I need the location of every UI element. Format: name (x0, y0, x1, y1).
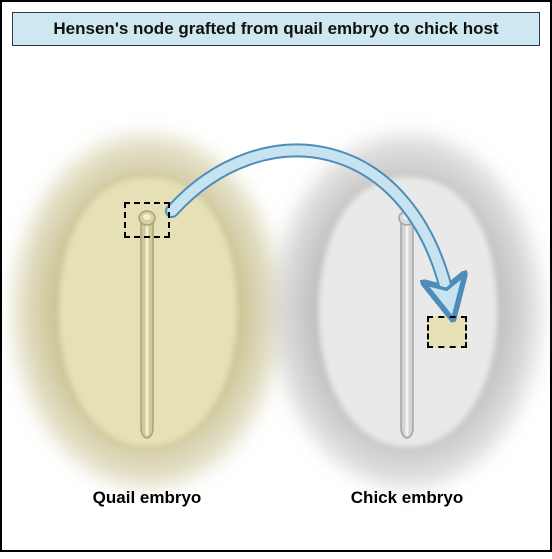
chick-embryo-label: Chick embryo (317, 488, 497, 508)
diagram-canvas: Quail embryo Chick embryo (2, 56, 550, 550)
quail-label-text: Quail embryo (93, 488, 202, 507)
title-text: Hensen's node grafted from quail embryo … (53, 19, 498, 38)
diagram-svg (2, 56, 552, 554)
chick-label-text: Chick embryo (351, 488, 463, 507)
title-bar: Hensen's node grafted from quail embryo … (12, 12, 540, 46)
quail-primitive-streak (139, 211, 155, 438)
quail-embryo (12, 133, 282, 489)
graft-source-box (124, 202, 170, 238)
diagram-frame: Hensen's node grafted from quail embryo … (0, 0, 552, 552)
quail-embryo-label: Quail embryo (57, 488, 237, 508)
chick-primitive-streak (399, 211, 415, 438)
graft-target-box (427, 316, 467, 348)
chick-embryo (272, 133, 542, 489)
